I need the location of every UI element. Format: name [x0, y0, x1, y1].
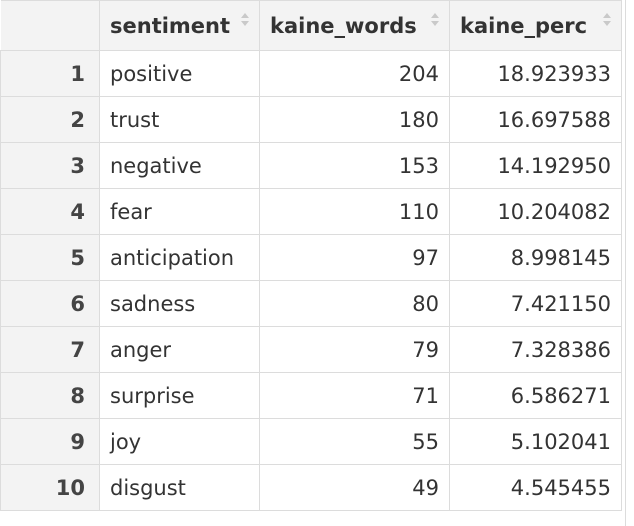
cell-kaine-perc: 8.998145	[449, 234, 622, 281]
table-row: 3 negative 153 14.192950	[0, 142, 622, 189]
header-index	[0, 0, 100, 51]
row-index: 9	[0, 418, 100, 465]
header-kaine-words-label: kaine_words	[270, 13, 417, 38]
cell-kaine-words: 80	[259, 280, 450, 327]
row-index: 3	[0, 142, 100, 189]
header-kaine-words[interactable]: kaine_words	[259, 0, 450, 51]
table-row: 6 sadness 80 7.421150	[0, 280, 622, 327]
row-index: 7	[0, 326, 100, 373]
table-row: 4 fear 110 10.204082	[0, 188, 622, 235]
header-sentiment-label: sentiment	[110, 13, 231, 38]
table-row: 9 joy 55 5.102041	[0, 418, 622, 465]
cell-sentiment: anticipation	[99, 234, 260, 281]
row-index: 2	[0, 96, 100, 143]
cell-kaine-perc: 6.586271	[449, 372, 622, 419]
cell-kaine-perc: 16.697588	[449, 96, 622, 143]
row-index: 4	[0, 188, 100, 235]
cell-kaine-words: 204	[259, 50, 450, 97]
row-index: 10	[0, 464, 100, 511]
cell-kaine-words: 97	[259, 234, 450, 281]
table-row: 2 trust 180 16.697588	[0, 96, 622, 143]
cell-kaine-words: 180	[259, 96, 450, 143]
sort-arrows-icon[interactable]	[603, 13, 611, 29]
cell-kaine-perc: 14.192950	[449, 142, 622, 189]
row-index: 8	[0, 372, 100, 419]
cell-kaine-perc: 18.923933	[449, 50, 622, 97]
cell-sentiment: disgust	[99, 464, 260, 511]
table-row: 5 anticipation 97 8.998145	[0, 234, 622, 281]
cell-kaine-words: 49	[259, 464, 450, 511]
cell-kaine-words: 153	[259, 142, 450, 189]
header-kaine-perc[interactable]: kaine_perc	[449, 0, 622, 51]
viewer-edge-divider	[625, 0, 626, 526]
header-row: sentiment kaine_words kaine_perc	[0, 0, 622, 51]
table-row: 1 positive 204 18.923933	[0, 50, 622, 97]
table-row: 7 anger 79 7.328386	[0, 326, 622, 373]
cell-kaine-words: 55	[259, 418, 450, 465]
cell-kaine-perc: 10.204082	[449, 188, 622, 235]
cell-kaine-words: 79	[259, 326, 450, 373]
cell-kaine-perc: 7.328386	[449, 326, 622, 373]
cell-sentiment: fear	[99, 188, 260, 235]
cell-sentiment: sadness	[99, 280, 260, 327]
sort-arrows-icon[interactable]	[241, 13, 249, 29]
header-sentiment[interactable]: sentiment	[99, 0, 260, 51]
table-row: 8 surprise 71 6.586271	[0, 372, 622, 419]
cell-sentiment: positive	[99, 50, 260, 97]
sort-arrows-icon[interactable]	[431, 13, 439, 29]
table-body: 1 positive 204 18.923933 2 trust 180 16.…	[0, 50, 622, 511]
cell-kaine-words: 71	[259, 372, 450, 419]
cell-sentiment: joy	[99, 418, 260, 465]
cell-kaine-words: 110	[259, 188, 450, 235]
cell-kaine-perc: 5.102041	[449, 418, 622, 465]
row-index: 5	[0, 234, 100, 281]
cell-sentiment: trust	[99, 96, 260, 143]
data-table: sentiment kaine_words kaine_perc 1 posit…	[0, 0, 622, 511]
cell-kaine-perc: 4.545455	[449, 464, 622, 511]
header-kaine-perc-label: kaine_perc	[460, 13, 588, 38]
cell-kaine-perc: 7.421150	[449, 280, 622, 327]
cell-sentiment: surprise	[99, 372, 260, 419]
cell-sentiment: anger	[99, 326, 260, 373]
row-index: 6	[0, 280, 100, 327]
cell-sentiment: negative	[99, 142, 260, 189]
row-index: 1	[0, 50, 100, 97]
table-row: 10 disgust 49 4.545455	[0, 464, 622, 511]
